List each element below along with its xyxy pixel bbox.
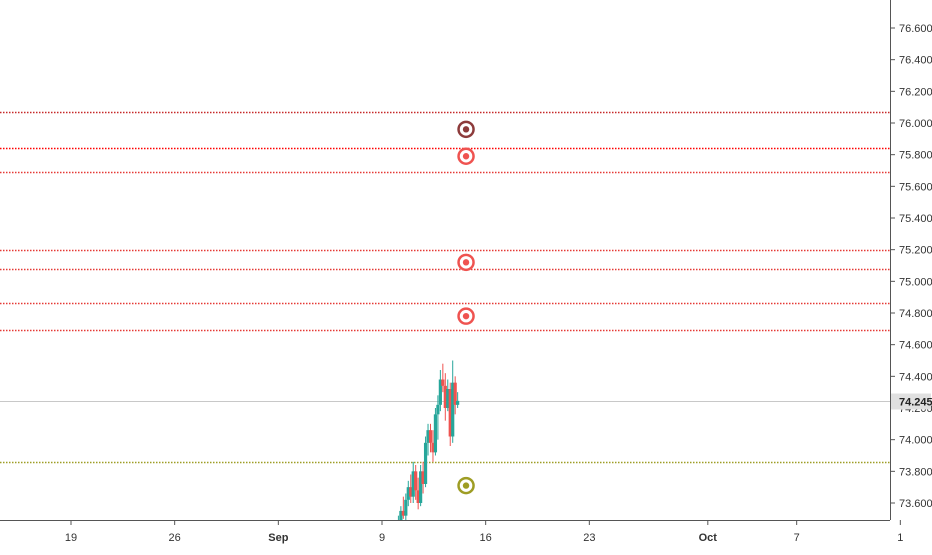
marker-dot xyxy=(462,312,470,320)
candle[interactable] xyxy=(426,423,430,456)
y-tick-label: 75.600 xyxy=(899,181,932,193)
horizontal-levels xyxy=(0,111,890,464)
candle[interactable] xyxy=(404,493,408,523)
marker-dot xyxy=(462,126,470,133)
y-tick-label: 73.800 xyxy=(899,466,932,478)
candle[interactable] xyxy=(428,423,433,453)
target-marker-icon[interactable] xyxy=(457,307,475,325)
target-marker-icon[interactable] xyxy=(457,253,475,272)
candle[interactable] xyxy=(438,370,442,412)
x-tick-label: 9 xyxy=(379,532,385,544)
y-tick-label: 76.400 xyxy=(899,55,932,67)
candle-body xyxy=(453,382,457,405)
y-tick-label: 76.000 xyxy=(899,118,932,130)
candle-body xyxy=(423,442,428,484)
candle-body xyxy=(404,499,408,516)
target-marker-icon[interactable] xyxy=(457,120,475,139)
candle-body xyxy=(448,389,452,437)
candle[interactable] xyxy=(411,461,415,503)
time-scale-background xyxy=(0,520,932,550)
last-price-badge-bg xyxy=(891,393,931,410)
candle[interactable] xyxy=(436,395,440,440)
y-tick-label: 76.600 xyxy=(899,23,932,35)
candle[interactable] xyxy=(423,436,428,488)
last-price-label: 74.245 xyxy=(899,397,932,409)
candle-body xyxy=(399,510,403,521)
y-tick-label: 74.000 xyxy=(899,435,932,447)
candle-body xyxy=(414,471,418,491)
candle[interactable] xyxy=(419,465,423,507)
y-tick-label: 75.000 xyxy=(899,276,932,288)
candle[interactable] xyxy=(456,392,460,408)
candle-body xyxy=(428,430,433,443)
x-tick-label: 23 xyxy=(583,532,595,544)
candle-body xyxy=(433,414,438,453)
candle[interactable] xyxy=(431,430,435,462)
candle[interactable] xyxy=(433,408,438,456)
candle-body xyxy=(411,471,415,497)
marker-dot xyxy=(462,153,470,160)
candle[interactable] xyxy=(421,461,425,494)
y-tick-label: 75.400 xyxy=(899,213,932,225)
candle[interactable] xyxy=(443,373,447,421)
candle-body xyxy=(416,490,420,503)
marker-dot xyxy=(462,259,470,266)
candle[interactable] xyxy=(414,465,418,500)
x-tick-label: 26 xyxy=(169,532,181,544)
candle-body xyxy=(409,487,413,497)
candle[interactable] xyxy=(446,379,450,412)
y-tick-label: 75.800 xyxy=(899,150,932,162)
x-tick-label: 1 xyxy=(897,532,903,544)
x-tick-label: 7 xyxy=(794,532,800,544)
candle[interactable] xyxy=(401,496,405,519)
candle-body xyxy=(456,400,460,405)
candle-body xyxy=(446,389,450,408)
target-marker-icon[interactable] xyxy=(457,476,475,495)
candle-body xyxy=(406,487,410,500)
candle-body xyxy=(443,385,447,408)
markers xyxy=(457,120,475,495)
candle[interactable] xyxy=(406,480,410,507)
y-tick-label: 75.200 xyxy=(899,245,932,257)
candle[interactable] xyxy=(453,376,457,415)
y-tick-label: 74.800 xyxy=(899,308,932,320)
candle-body xyxy=(451,382,455,437)
candle[interactable] xyxy=(409,474,413,504)
candles xyxy=(396,360,460,532)
candle[interactable] xyxy=(441,363,445,393)
candle-body xyxy=(401,510,405,516)
target-marker-icon[interactable] xyxy=(457,147,475,165)
x-tick-label: Oct xyxy=(699,532,718,544)
candle-body xyxy=(431,442,435,453)
candle-body xyxy=(421,471,425,484)
candle[interactable] xyxy=(448,382,452,446)
candle[interactable] xyxy=(451,360,455,443)
price-scale-background xyxy=(890,0,932,550)
y-tick-label: 74.600 xyxy=(899,340,932,352)
candle-body xyxy=(438,379,442,405)
candle-body xyxy=(436,404,440,415)
candle-body xyxy=(419,471,423,503)
last-price-badge: 74.245 xyxy=(891,393,932,410)
candle[interactable] xyxy=(416,477,420,510)
candle-body xyxy=(441,379,445,386)
x-tick-label: Sep xyxy=(268,532,288,544)
y-tick-label: 73.600 xyxy=(899,498,932,510)
x-tick-label: 16 xyxy=(480,532,492,544)
candle-body xyxy=(426,430,430,443)
y-tick-label: 74.400 xyxy=(899,371,932,383)
y-tick-label: 76.200 xyxy=(899,86,932,98)
x-tick-label: 19 xyxy=(65,532,77,544)
marker-dot xyxy=(462,482,470,489)
